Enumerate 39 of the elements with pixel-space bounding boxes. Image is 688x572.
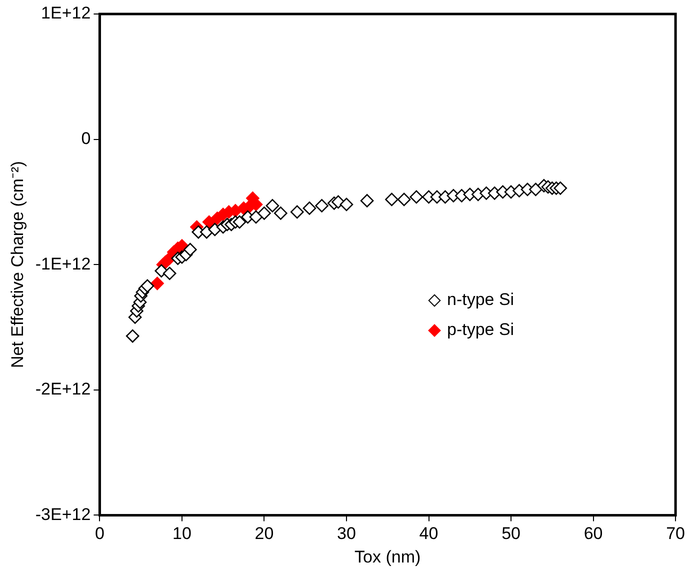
point — [360, 194, 374, 208]
x-tick-label: 30 — [337, 524, 356, 544]
point — [126, 329, 140, 343]
point — [249, 210, 263, 224]
point — [184, 242, 197, 256]
point — [529, 182, 542, 196]
x-tick-label: 10 — [172, 524, 192, 544]
point — [385, 192, 398, 206]
y-tick-label: 0 — [81, 128, 91, 148]
point — [290, 205, 304, 219]
x-tick-label: 70 — [666, 524, 686, 544]
y-axis-title: Net Effective Charge (cm⁻²) — [8, 161, 27, 368]
point — [410, 190, 424, 204]
y-tick-label: -1E+12 — [35, 254, 91, 274]
x-axis-title: Tox (nm) — [354, 547, 421, 566]
point — [232, 215, 246, 229]
point — [208, 222, 222, 236]
point — [274, 206, 288, 220]
point — [340, 198, 354, 212]
point — [150, 276, 164, 290]
point — [315, 199, 328, 212]
y-tick-label: 1E+12 — [41, 4, 91, 23]
legend-label: n-type Si — [447, 290, 514, 310]
point — [140, 279, 154, 293]
x-tick-label: 20 — [254, 524, 274, 544]
x-tick-label: 60 — [584, 524, 603, 544]
x-tick-label: 50 — [502, 524, 520, 544]
y-tick-label: -3E+12 — [35, 504, 91, 524]
point — [332, 195, 345, 209]
point — [266, 199, 280, 212]
point — [258, 206, 271, 220]
legend-label: p-type Si — [447, 320, 514, 340]
point — [397, 192, 411, 206]
point — [554, 182, 568, 195]
point — [302, 202, 316, 215]
y-tick-label: -2E+12 — [35, 380, 91, 399]
x-tick-label: 40 — [419, 524, 438, 544]
point — [162, 266, 176, 280]
x-tick-label: 0 — [94, 524, 104, 544]
